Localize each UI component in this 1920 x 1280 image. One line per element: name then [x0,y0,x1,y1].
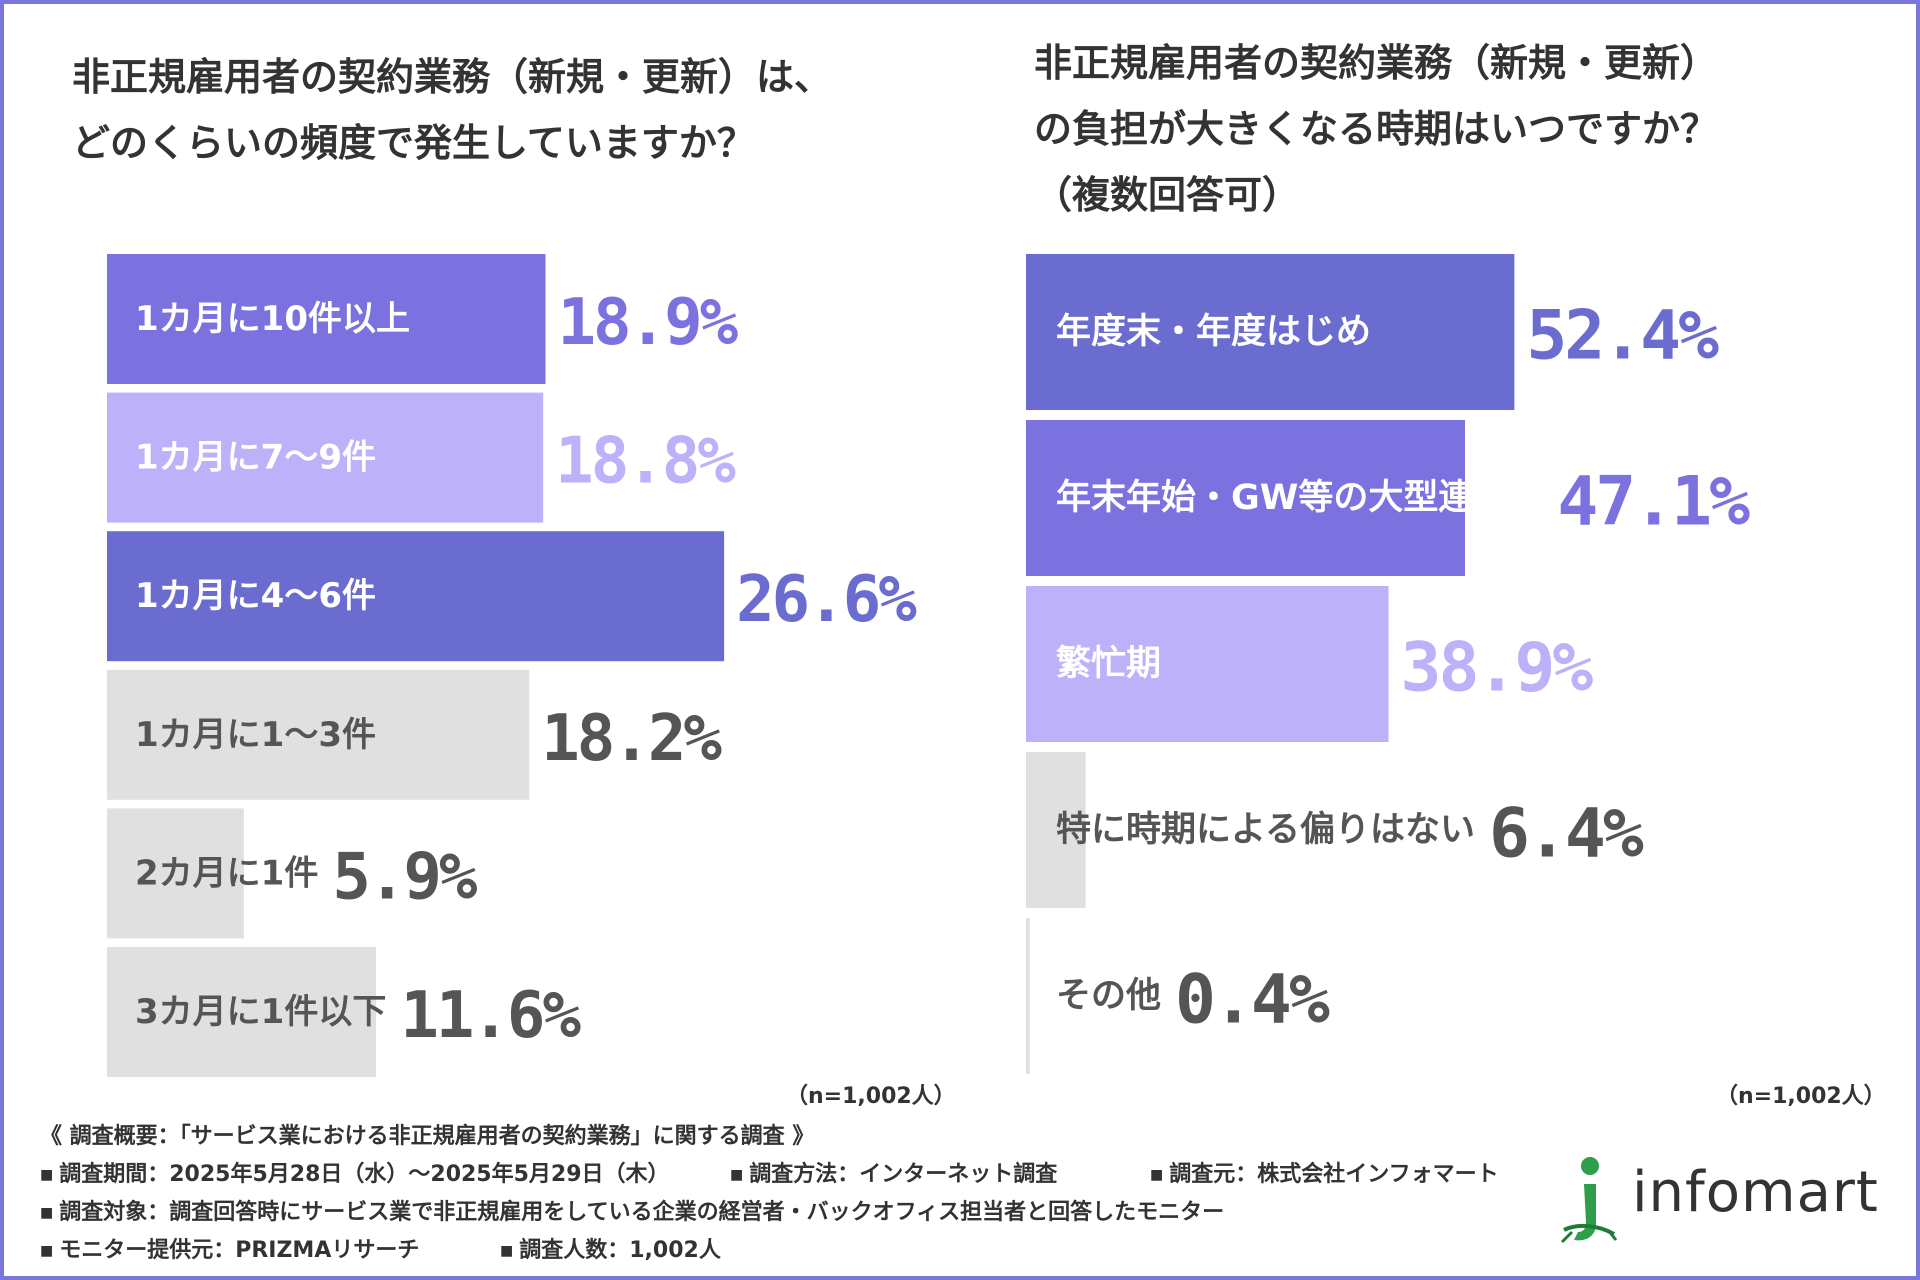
bar-value-label: 6.4% [1489,795,1644,874]
survey-provider: ■ モニター提供元：PRIZMAリサーチ [40,1232,500,1270]
bar [107,808,244,939]
chart-left-title-line-1: 非正規雇用者の契約業務（新規・更新）は、 [72,55,833,99]
survey-source-text: 調査元：株式会社インフォマート [1169,1162,1499,1187]
survey-method: ■ 調査方法：インターネット調査 [730,1156,1150,1194]
bar [1026,752,1086,908]
bar [107,947,377,1077]
sample-size-note-left: （n=1,002人） [786,1084,956,1109]
survey-overview: 《 調査概要：「サービス業における非正規雇用者の契約業務」に関する調査 》 ■ 調… [40,1118,1560,1270]
bar-category-label: 2カ月に1件 [135,853,318,893]
survey-period: ■ 調査期間：2025年5月28日（水）〜2025年5月29日（木） [40,1156,730,1194]
bar-category-label: 繁忙期 [1056,644,1161,684]
bullet-icon: ■ [40,1243,54,1259]
bar-category-label: 3カ月に1件以下 [135,992,386,1032]
chart-right-title-line-2: の負担が大きくなる時期はいつですか？ [1034,107,1719,151]
survey-heading: 《 調査概要：「サービス業における非正規雇用者の契約業務」に関する調査 》 [40,1124,815,1149]
bar-category-label: 1カ月に7〜9件 [135,438,376,478]
bar-category-label: 年末年始・GW等の大型連休前 [1056,478,1543,518]
survey-period-text: 調査期間：2025年5月28日（水）〜2025年5月29日（木） [59,1162,670,1187]
survey-target-text: 調査対象：調査回答時にサービス業で非正規雇用をしている企業の経営者・バックオフィ… [59,1200,1225,1225]
chart-left-title-line-2: どのくらいの頻度で発生していますか？ [72,121,755,165]
bullet-icon: ■ [500,1243,514,1259]
chart-right-title-line-3: （複数回答可） [1034,173,1301,217]
survey-count: ■ 調査人数：1,002人 [500,1232,721,1270]
chart-left-title: 非正規雇用者の契約業務（新規・更新）は、 どのくらいの頻度で発生していますか？ [72,44,972,176]
bar-value-label: 11.6% [400,979,581,1053]
survey-count-text: 調査人数：1,002人 [519,1238,721,1263]
survey-provider-text: モニター提供元：PRIZMAリサーチ [59,1238,420,1263]
bar [1026,918,1030,1074]
infomart-logo-mark-icon [1560,1157,1618,1244]
bar-value-label: 38.9% [1401,629,1594,708]
bar-category-label: 1カ月に4〜6件 [135,576,376,616]
chart-right-title-line-1: 非正規雇用者の契約業務（新規・更新） [1034,41,1719,85]
infomart-logo-text: infomart [1632,1160,1879,1225]
bar-category-label: 1カ月に1〜3件 [135,715,376,755]
survey-row-1: ■ 調査期間：2025年5月28日（水）〜2025年5月29日（木） ■ 調査方法：イ… [40,1156,1560,1194]
survey-source: ■ 調査元：株式会社インフォマート [1150,1156,1499,1194]
bar-value-label: 47.1% [1557,463,1750,542]
bar-value-label: 18.2% [541,702,722,776]
bar-category-label: その他 [1056,976,1161,1016]
bullet-icon: ■ [730,1167,744,1183]
bar-value-label: 52.4% [1526,297,1719,376]
bar [1026,254,1515,410]
bar [107,669,530,800]
bullet-icon: ■ [1150,1167,1164,1183]
bar-category-label: 1カ月に10件以上 [135,299,410,339]
bar-category-label: 年度末・年度はじめ [1056,312,1371,352]
bar-value-label: 18.8% [555,425,736,499]
bar [1026,420,1465,576]
survey-row-2: ■ 調査対象：調査回答時にサービス業で非正規雇用をしている企業の経営者・バックオフ… [40,1194,1560,1232]
bullet-icon: ■ [40,1167,54,1183]
infomart-logo: infomart [1556,1150,1896,1250]
survey-row-3: ■ モニター提供元：PRIZMAリサーチ ■ 調査人数：1,002人 [40,1232,1560,1270]
burden-period-bar-chart: 年度末・年度はじめ 52.4% 年末年始・GW等の大型連休前 47.1% 繁忙期 38.9… [1026,254,1753,1074]
bar-value-label: 18.9% [557,286,738,360]
sample-size-note-right: （n=1,002人） [1716,1084,1886,1109]
bar [107,392,544,523]
bar [107,254,546,384]
bar [107,531,725,662]
chart-right-title: 非正規雇用者の契約業務（新規・更新） の負担が大きくなる時期はいつですか？ （複… [1034,30,1894,228]
bullet-icon: ■ [40,1205,54,1221]
bar-category-label: 特に時期による偏りはない [1056,810,1475,850]
frequency-bar-chart: 1カ月に10件以上 18.9% 1カ月に7〜9件 18.8% 1カ月に4〜6件 26.6%… [107,254,920,1077]
bar-value-label: 5.9% [332,840,478,914]
bar [1026,586,1389,742]
bar-value-label: 0.4% [1175,961,1330,1040]
survey-method-text: 調査方法：インターネット調査 [749,1162,1058,1187]
bar-value-label: 26.6% [736,563,917,637]
